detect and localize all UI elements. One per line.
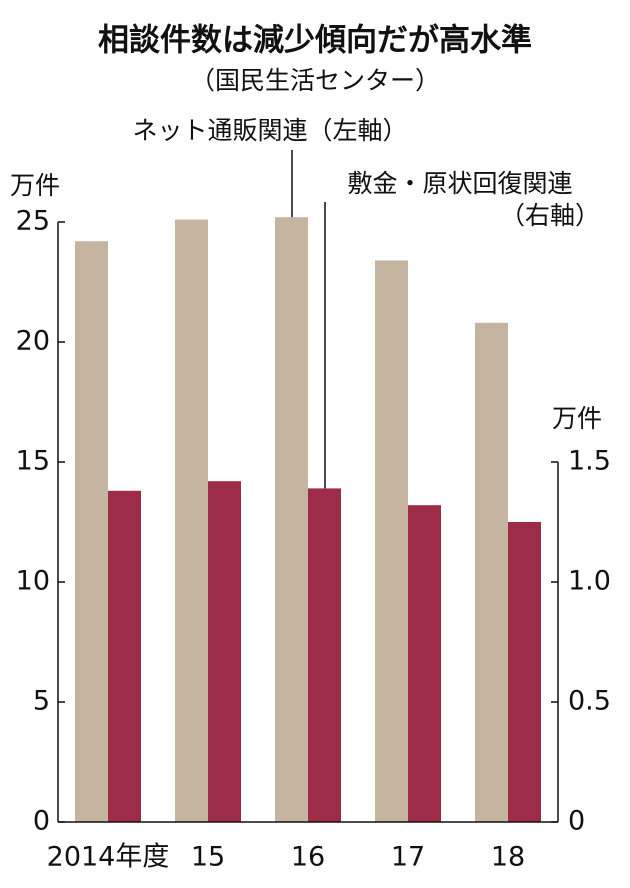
chart-subtitle: （国民生活センター） — [190, 66, 440, 95]
bar — [475, 322, 508, 822]
bar — [75, 241, 108, 822]
y-tick-label: 25 — [16, 206, 50, 237]
x-tick-label: 15 — [191, 842, 225, 873]
y2-tick-label: 1.5 — [568, 446, 611, 477]
bar — [175, 219, 208, 823]
y2-tick-label: 0.5 — [568, 686, 611, 717]
bar — [275, 217, 308, 822]
y2-axis-unit: 万件 — [552, 404, 602, 433]
x-tick-label: 16 — [291, 842, 325, 873]
y-tick-label: 15 — [16, 446, 50, 477]
x-tick-label: 18 — [491, 842, 525, 873]
series-label: ネット通販関連（左軸） — [132, 116, 407, 145]
y2-tick-label: 0 — [568, 806, 585, 837]
bar — [108, 490, 141, 822]
bar — [408, 505, 441, 822]
y-tick-label: 20 — [16, 326, 50, 357]
y-axis-unit: 万件 — [10, 171, 60, 200]
axis-note: （右軸） — [500, 201, 600, 230]
x-tick-label: 17 — [391, 842, 425, 873]
chart-title: 相談件数は減少傾向だが高水準 — [98, 23, 532, 59]
y-tick-label: 10 — [16, 566, 50, 597]
y2-tick-label: 1.0 — [568, 566, 611, 597]
x-tick-label: 2014年度 — [47, 842, 170, 873]
bar — [208, 481, 241, 822]
bar — [375, 260, 408, 822]
bar — [508, 522, 541, 822]
bar — [308, 488, 341, 822]
y-tick-label: 0 — [33, 806, 50, 837]
y-tick-label: 5 — [33, 686, 50, 717]
series-label: 敷金・原状回復関連 — [347, 169, 572, 198]
